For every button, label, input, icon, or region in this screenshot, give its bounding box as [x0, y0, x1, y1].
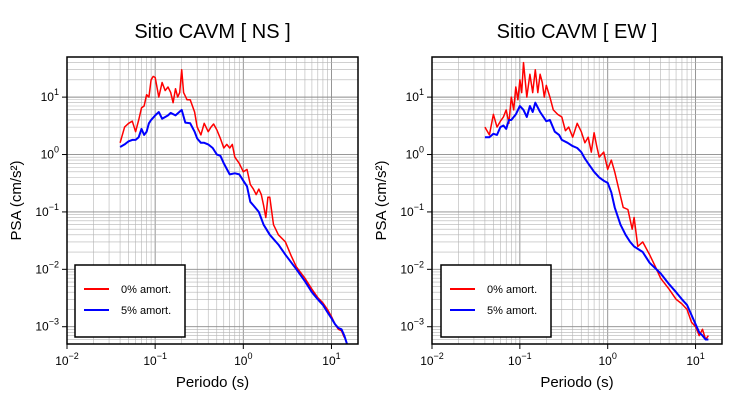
chart-title: Sitio CAVM [ NS ]	[134, 21, 290, 43]
x-tick-label: 100	[234, 351, 252, 368]
x-tick-label: 101	[686, 351, 704, 368]
plot-frame	[431, 56, 723, 345]
x-axis-label: Periodo (s)	[176, 374, 249, 391]
chart-title: Sitio CAVM [ EW ]	[497, 21, 658, 43]
y-tick-label: 100	[406, 145, 424, 162]
legend-label: 0% amort.	[487, 284, 537, 296]
legend: 0% amort. 5% amort.	[74, 264, 186, 338]
series-line-damped	[119, 108, 348, 345]
x-axis-label: Periodo (s)	[540, 374, 613, 391]
y-tick-label: 100	[41, 145, 59, 162]
legend: 0% amort. 5% amort.	[440, 264, 552, 338]
plot-frame	[66, 56, 359, 345]
series-group	[119, 68, 348, 345]
x-tick-label: 101	[322, 351, 340, 368]
x-tick-label: 10−1	[508, 351, 532, 368]
legend-label: 5% amort.	[487, 305, 537, 317]
x-tick-label: 100	[599, 351, 617, 368]
x-tick-label: 10−1	[143, 351, 167, 368]
chart-panel-ns: 10−2 10−1 100 101 10−3 10−2 10−1 100 101 Sitio CA…	[8, 21, 359, 391]
y-tick-label: 10−1	[35, 202, 59, 219]
legend-label: 5% amort.	[121, 305, 171, 317]
y-tick-label: 101	[406, 87, 424, 104]
legend-box	[74, 264, 186, 338]
chart-panel-ew: 10−2 10−1 100 101 10−3 10−2 10−1 100 101 Sitio CA…	[373, 21, 723, 391]
series-line-undamped	[119, 68, 345, 338]
legend-label: 0% amort.	[121, 284, 171, 296]
series-group	[484, 61, 710, 341]
y-tick-label: 101	[41, 87, 59, 104]
y-tick-label: 10−1	[400, 202, 424, 219]
x-tick-label: 10−2	[55, 351, 79, 368]
y-tick-label: 10−3	[35, 317, 59, 334]
y-axis-label: PSA (cm/s²)	[8, 160, 25, 240]
y-tick-label: 10−3	[400, 317, 424, 334]
y-tick-label: 10−2	[35, 259, 59, 276]
series-line-damped	[484, 101, 709, 341]
x-tick-label: 10−2	[420, 351, 444, 368]
legend-box	[440, 264, 552, 338]
y-axis-label: PSA (cm/s²)	[373, 160, 390, 240]
series-line-undamped	[484, 61, 710, 341]
y-tick-label: 10−2	[400, 259, 424, 276]
